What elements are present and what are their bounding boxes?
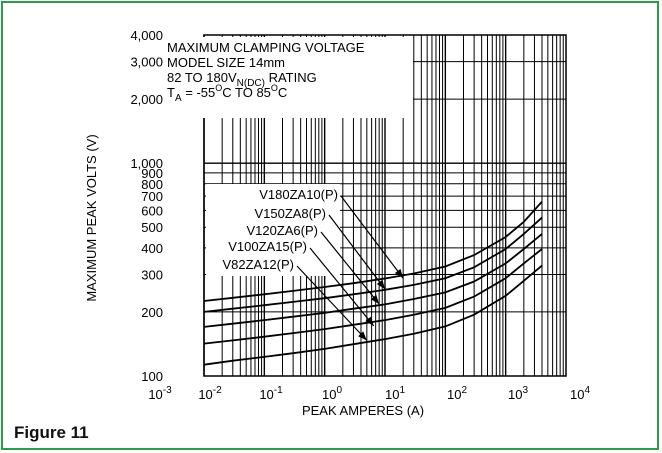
series-arrow [296, 265, 368, 341]
y-tick-label: 700 [141, 189, 163, 204]
title-line: 82 TO 180VN(DC) RATING [167, 70, 317, 89]
y-tick-label: 200 [141, 305, 163, 320]
series-arrow [309, 247, 375, 327]
x-tick-label: 10-1 [259, 385, 283, 402]
arrow-head-icon [370, 294, 380, 304]
series-label: V180ZA10(P) [259, 187, 338, 202]
y-tick-label: 500 [141, 220, 163, 235]
x-tick-label: 102 [447, 385, 467, 402]
y-tick-label: 800 [141, 177, 163, 192]
arrow-head-icon [358, 331, 367, 341]
series-arrow [340, 195, 404, 279]
x-tick-label: 103 [508, 385, 528, 402]
series-label: V100ZA15(P) [228, 239, 307, 254]
y-tick-label: 400 [141, 241, 163, 256]
arrow-head-icon [365, 316, 374, 326]
x-tick-label: 101 [385, 385, 405, 402]
x-tick-label: 100 [322, 385, 342, 402]
series-label-box: V180ZA10(P) V150ZA8(P) V120ZA6(P)V100ZA15(… [206, 184, 404, 341]
y-tick-label: 4,000 [130, 28, 163, 43]
y-tick-label: 900 [141, 166, 163, 181]
plot-area [203, 34, 567, 377]
series-line [203, 200, 543, 302]
series-label: V120ZA6(P) [246, 223, 318, 238]
y-axis-label: MAXIMUM PEAK VOLTS (V) [84, 134, 99, 301]
series-line [203, 233, 543, 328]
label-box-background [206, 184, 340, 276]
figure-caption: Figure 11 [14, 423, 89, 442]
series-arrow [328, 214, 386, 290]
x-tick-label: 10-3 [148, 385, 172, 402]
series-line [203, 216, 543, 313]
series-line [203, 264, 543, 366]
y-tick-label: 600 [141, 203, 163, 218]
y-tick-label: 3,000 [130, 55, 163, 70]
x-axis-label: PEAK AMPERES (A) [302, 403, 424, 418]
x-tick-label: 104 [570, 385, 590, 402]
y-tick-label: 1,000 [130, 156, 163, 171]
title-line: MAXIMUM CLAMPING VOLTAGE [167, 40, 365, 55]
x-tick-label: 10-2 [198, 385, 222, 402]
series-layer [203, 200, 543, 366]
tick-labels: 10-3 10-2 10-1 100 101 102 103 104 100 200 300 400 5… [130, 28, 590, 402]
arrow-head-icon [376, 279, 385, 290]
y-tick-label: 300 [141, 267, 163, 282]
arrow-head-icon [394, 268, 404, 279]
y-tick-label: 100 [141, 369, 163, 384]
y-tick-label: 2,000 [130, 92, 163, 107]
series-line [203, 248, 543, 345]
series-label: V82ZA12(P) [222, 257, 294, 272]
series-label: V150ZA8(P) [254, 206, 326, 221]
title-box-background [163, 37, 413, 118]
title-line: MODEL SIZE 14mm [167, 55, 285, 70]
title-line: TA = -55OC TO 85OC [167, 83, 287, 104]
series-arrow [320, 231, 380, 305]
